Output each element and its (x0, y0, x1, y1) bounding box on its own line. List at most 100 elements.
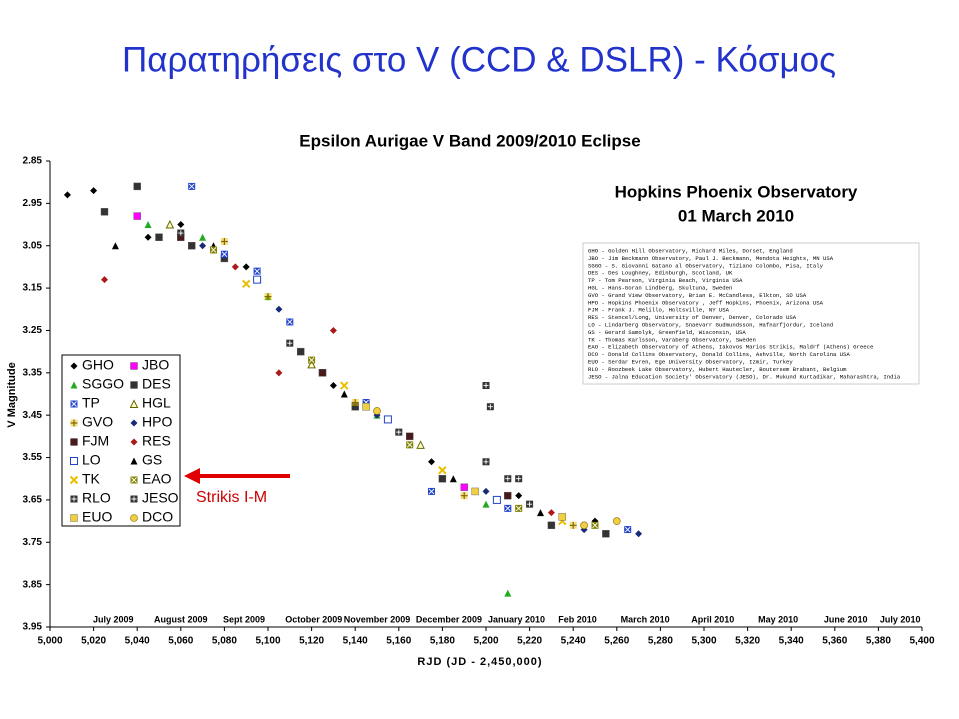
legend-label: GVO (82, 414, 113, 430)
legend-label: JBO (142, 357, 169, 373)
note-line: GHO - Golden Hill Observatory, Richard M… (588, 247, 793, 254)
data-point (492, 495, 501, 504)
month-label: July 2009 (93, 614, 134, 624)
marker-part (515, 505, 522, 512)
month-label: July 2010 (880, 614, 921, 624)
marker-part (131, 477, 137, 483)
legend-marker (70, 514, 78, 522)
legend-marker (130, 457, 138, 465)
notes-box (582, 242, 920, 385)
note-line: HGL - Hans-Goran Lindberg, Skultuna, Swe… (588, 284, 732, 291)
data-point (340, 390, 348, 398)
month-label: August 2009 (154, 614, 208, 624)
data-point (460, 483, 468, 491)
data-point (486, 403, 494, 411)
data-point (133, 212, 141, 220)
data-point (580, 521, 588, 530)
x-tick-label: 5,040 (125, 636, 150, 647)
data-point (351, 398, 359, 406)
data-point (253, 267, 261, 275)
legend-label: TP (82, 395, 100, 411)
marker-part (438, 475, 447, 483)
marker-part (199, 242, 207, 250)
data-point (624, 526, 632, 534)
y-tick-label: 3.75 (23, 537, 43, 548)
marker-part (155, 233, 163, 241)
marker-part (70, 438, 78, 446)
marker-part (241, 279, 251, 289)
legend-marker (130, 495, 138, 503)
data-point (612, 517, 621, 525)
legend-label: JESO (142, 490, 179, 506)
legend-label: DCO (142, 509, 173, 525)
marker-part (624, 526, 631, 533)
data-point (416, 440, 425, 449)
data-point (308, 356, 316, 364)
marker-part (130, 438, 138, 446)
y-tick-label: 2.95 (23, 198, 43, 209)
slide-title: Παρατηρήσεις στο V (CCD & DSLR) - Κόσμος (122, 40, 836, 79)
note-line: DES - Des Loughney, Edinburgh, Scotland,… (588, 270, 733, 277)
data-point (100, 208, 109, 216)
marker-part (373, 407, 381, 415)
marker-part (482, 487, 490, 495)
marker-part (90, 187, 98, 195)
marker-part (231, 263, 239, 271)
note-line: LO - Lindarberg Observatory, Snaevarr Gu… (588, 321, 833, 328)
x-tick-label: 5,220 (517, 636, 542, 647)
note-line: SGGO - S. Giovanni Gatano al Observatory… (588, 262, 824, 269)
x-tick-label: 5,260 (604, 636, 629, 647)
marker-part (177, 221, 185, 229)
marker-part (71, 496, 77, 502)
note-line: RLO - Roozbeek Lake Observatory, Hubert … (588, 366, 847, 373)
data-point (515, 492, 523, 500)
data-point (199, 233, 207, 241)
data-point (406, 432, 414, 441)
data-point (438, 475, 447, 483)
marker-part (199, 233, 207, 241)
marker-part (69, 475, 79, 485)
data-point (210, 246, 217, 254)
x-tick-label: 5,060 (168, 636, 193, 647)
legend-marker (130, 476, 138, 484)
data-point (362, 403, 370, 411)
marker-part (362, 403, 370, 411)
marker-part (70, 381, 78, 389)
marker-part (537, 509, 544, 517)
y-tick-label: 3.35 (23, 367, 43, 378)
data-point (264, 293, 272, 301)
data-point (383, 415, 392, 424)
month-label: May 2010 (758, 614, 798, 624)
marker-part (406, 442, 413, 448)
marker-part (340, 381, 349, 390)
marker-part (165, 219, 175, 229)
marker-part (580, 521, 588, 530)
marker-part (287, 340, 293, 346)
marker-part (406, 432, 414, 441)
marker-part (516, 476, 522, 482)
marker-part (129, 399, 139, 408)
marker-part (130, 457, 138, 465)
data-point (460, 492, 468, 500)
legend-marker (70, 438, 78, 446)
data-point (220, 250, 228, 258)
marker-part (460, 483, 468, 491)
marker-part (428, 488, 435, 495)
marker-part (592, 522, 598, 529)
data-point (286, 339, 294, 347)
data-point (318, 369, 327, 377)
marker-part (133, 182, 141, 191)
data-point (165, 219, 175, 229)
data-point (241, 279, 251, 289)
legend-label: TK (82, 471, 101, 487)
marker-part (242, 263, 250, 271)
month-label: December 2009 (416, 614, 482, 624)
marker-part (504, 589, 512, 597)
legend-marker (70, 457, 78, 465)
marker-part (307, 359, 316, 369)
data-point (275, 369, 283, 377)
data-point (504, 491, 512, 500)
legend-box (61, 354, 181, 527)
legend-marker (70, 419, 78, 427)
data-point (591, 521, 599, 529)
